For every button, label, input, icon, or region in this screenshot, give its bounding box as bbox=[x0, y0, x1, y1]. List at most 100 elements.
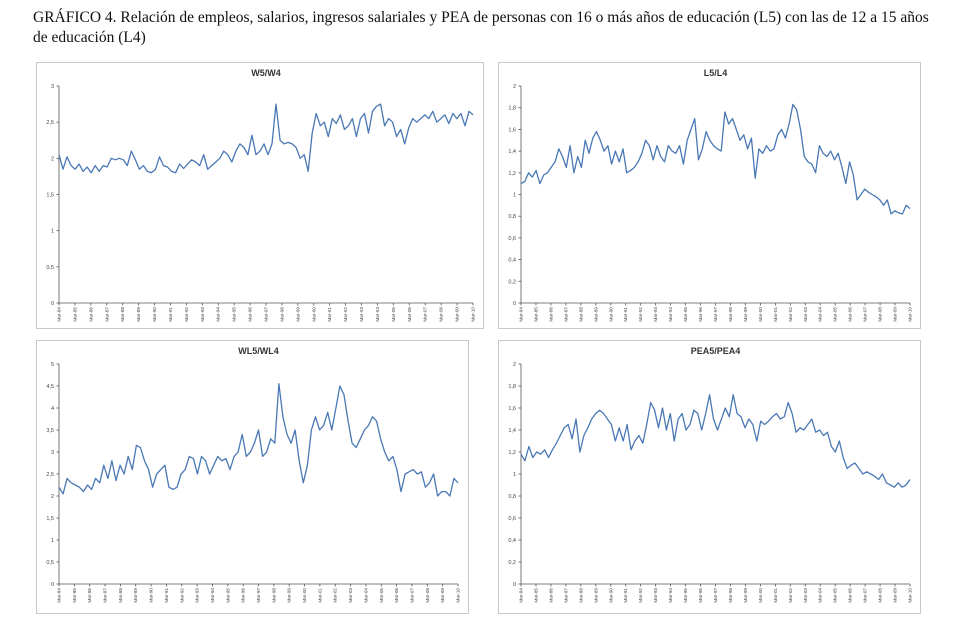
x-tick-label: Mar-99 bbox=[743, 588, 748, 603]
y-tick-label: 3,5 bbox=[46, 428, 54, 434]
x-tick-label: Mar-01 bbox=[773, 588, 778, 603]
x-tick-label: Mar-85 bbox=[533, 588, 538, 603]
x-tick-label: Mar-05 bbox=[391, 307, 396, 322]
y-tick-label: 4,5 bbox=[46, 384, 54, 390]
y-tick-label: 0 bbox=[513, 301, 516, 307]
x-tick-label: Mar-89 bbox=[593, 307, 598, 322]
y-tick-label: 1 bbox=[513, 193, 516, 199]
x-tick-label: Mar-97 bbox=[264, 307, 269, 322]
x-tick-label: Mar-93 bbox=[653, 307, 658, 322]
y-tick-label: 2 bbox=[513, 362, 516, 368]
y-tick-label: 0,6 bbox=[508, 516, 516, 522]
x-tick-label: Mar-01 bbox=[317, 588, 322, 603]
x-tick-label: Mar-97 bbox=[713, 307, 718, 322]
x-tick-label: Mar-09 bbox=[893, 588, 898, 603]
x-tick-label: Mar-86 bbox=[88, 307, 93, 322]
y-tick-label: 0,5 bbox=[46, 560, 54, 566]
y-tick-label: 3 bbox=[51, 84, 54, 90]
x-tick-label: Mar-92 bbox=[184, 307, 189, 322]
x-tick-label: Mar-95 bbox=[683, 588, 688, 603]
x-tick-label: Mar-90 bbox=[152, 307, 157, 322]
x-tick-label: Mar-02 bbox=[788, 307, 793, 322]
x-tick-label: Mar-96 bbox=[241, 588, 246, 603]
x-tick-label: Mar-97 bbox=[713, 588, 718, 603]
chart-panel-l5-l4: L5/L4 0 0,2 0,4 0,6 0,8 1 1,2 1,4 1,6 1,8 2 Mar-84 Ma… bbox=[498, 62, 921, 329]
y-tick-label: 1 bbox=[513, 472, 516, 478]
x-tick-label: Mar-85 bbox=[72, 307, 77, 322]
y-tick-label: 0,2 bbox=[508, 279, 516, 285]
y-tick-label: 1,2 bbox=[508, 171, 516, 177]
x-tick-label: Mar-06 bbox=[407, 307, 412, 322]
chart-l5-l4: L5/L4 0 0,2 0,4 0,6 0,8 1 1,2 1,4 1,6 1,8 2 Mar-84 Ma… bbox=[508, 68, 913, 322]
x-tick-label: Mar-05 bbox=[379, 588, 384, 603]
x-tick-label: Mar-87 bbox=[103, 588, 108, 603]
x-tick-label: Mar-99 bbox=[743, 307, 748, 322]
x-tick-label: Mar-10 bbox=[471, 307, 476, 322]
y-tick-label: 1,4 bbox=[508, 149, 516, 155]
x-tick-label: Mar-90 bbox=[608, 588, 613, 603]
chart-panel-pea5-pea4: PEA5/PEA4 0 0,2 0,4 0,6 0,8 1 1,2 1,4 1,6 1,8 2 Mar-… bbox=[498, 340, 921, 614]
chart-w5-w4: W5/W4 0 0,5 1 1,5 2 2,5 3 Mar-84 Mar-85 Mar-86 Mar-… bbox=[46, 68, 476, 322]
x-tick-label: Mar-06 bbox=[394, 588, 399, 603]
chart-wl5-wl4: WL5/WL4 0 0,5 1 1,5 2 2,5 3 3,5 4 4,5 5 Mar-84 Mar-85… bbox=[46, 346, 460, 603]
y-tick-label: 0 bbox=[51, 582, 54, 588]
x-tick-label: Mar-94 bbox=[216, 307, 221, 322]
series-line bbox=[58, 383, 459, 497]
x-tick-label: Mar-96 bbox=[698, 588, 703, 603]
x-tick-label: Mar-08 bbox=[425, 588, 430, 603]
x-tick-label: Mar-04 bbox=[363, 588, 368, 603]
y-tick-label: 0 bbox=[513, 582, 516, 588]
x-tick-label: Mar-87 bbox=[563, 307, 568, 322]
x-tick-label: Mar-00 bbox=[758, 307, 763, 322]
x-tick-label: Mar-01 bbox=[327, 307, 332, 322]
x-tick-label: Mar-99 bbox=[295, 307, 300, 322]
y-tick-label: 0,4 bbox=[508, 538, 516, 544]
y-tick-label: 1,6 bbox=[508, 406, 516, 412]
x-tick-label: Mar-07 bbox=[863, 307, 868, 322]
x-tick-label: Mar-09 bbox=[440, 588, 445, 603]
y-tick-label: 2 bbox=[51, 156, 54, 162]
x-tick-label: Mar-86 bbox=[548, 307, 553, 322]
x-tick-label: Mar-97 bbox=[256, 588, 261, 603]
series-line bbox=[520, 103, 911, 215]
x-tick-label: Mar-91 bbox=[164, 588, 169, 603]
x-tick-label: Mar-91 bbox=[623, 588, 628, 603]
x-tick-label: Mar-90 bbox=[608, 307, 613, 322]
x-tick-label: Mar-92 bbox=[179, 588, 184, 603]
chart-title: L5/L4 bbox=[704, 68, 728, 78]
x-tick-label: Mar-87 bbox=[563, 588, 568, 603]
x-tick-label: Mar-98 bbox=[271, 588, 276, 603]
x-tick-label: Mar-00 bbox=[758, 588, 763, 603]
x-tick-label: Mar-10 bbox=[908, 588, 913, 603]
x-tick-label: Mar-07 bbox=[863, 588, 868, 603]
x-tick-label: Mar-02 bbox=[788, 588, 793, 603]
x-tick-label: Mar-02 bbox=[343, 307, 348, 322]
x-tick-label: Mar-04 bbox=[818, 307, 823, 322]
x-tick-label: Mar-02 bbox=[333, 588, 338, 603]
x-tick-label: Mar-07 bbox=[423, 307, 428, 322]
y-tick-label: 2 bbox=[513, 84, 516, 90]
x-tick-label: Mar-95 bbox=[225, 588, 230, 603]
x-tick-label: Mar-94 bbox=[210, 588, 215, 603]
x-tick-label: Mar-94 bbox=[668, 307, 673, 322]
x-tick-label: Mar-84 bbox=[57, 588, 62, 603]
y-tick-label: 1,5 bbox=[46, 516, 54, 522]
y-tick-label: 1,4 bbox=[508, 428, 516, 434]
x-tick-label: Mar-88 bbox=[120, 307, 125, 322]
y-tick-label: 4 bbox=[51, 406, 54, 412]
x-tick-label: Mar-93 bbox=[195, 588, 200, 603]
chart-title: WL5/WL4 bbox=[238, 346, 279, 356]
x-tick-label: Mar-00 bbox=[311, 307, 316, 322]
y-tick-label: 1,8 bbox=[508, 384, 516, 390]
x-tick-label: Mar-95 bbox=[232, 307, 237, 322]
x-tick-label: Mar-98 bbox=[279, 307, 284, 322]
y-tick-label: 1,5 bbox=[46, 193, 54, 199]
y-tick-label: 1,8 bbox=[508, 106, 516, 112]
chart-panel-wl5-wl4: WL5/WL4 0 0,5 1 1,5 2 2,5 3 3,5 4 4,5 5 Mar-84 Mar-85… bbox=[36, 340, 469, 614]
x-tick-label: Mar-10 bbox=[908, 307, 913, 322]
y-tick-label: 5 bbox=[51, 362, 54, 368]
y-tick-label: 1 bbox=[51, 538, 54, 544]
y-tick-label: 0,8 bbox=[508, 214, 516, 220]
x-tick-label: Mar-03 bbox=[348, 588, 353, 603]
x-tick-label: Mar-96 bbox=[698, 307, 703, 322]
